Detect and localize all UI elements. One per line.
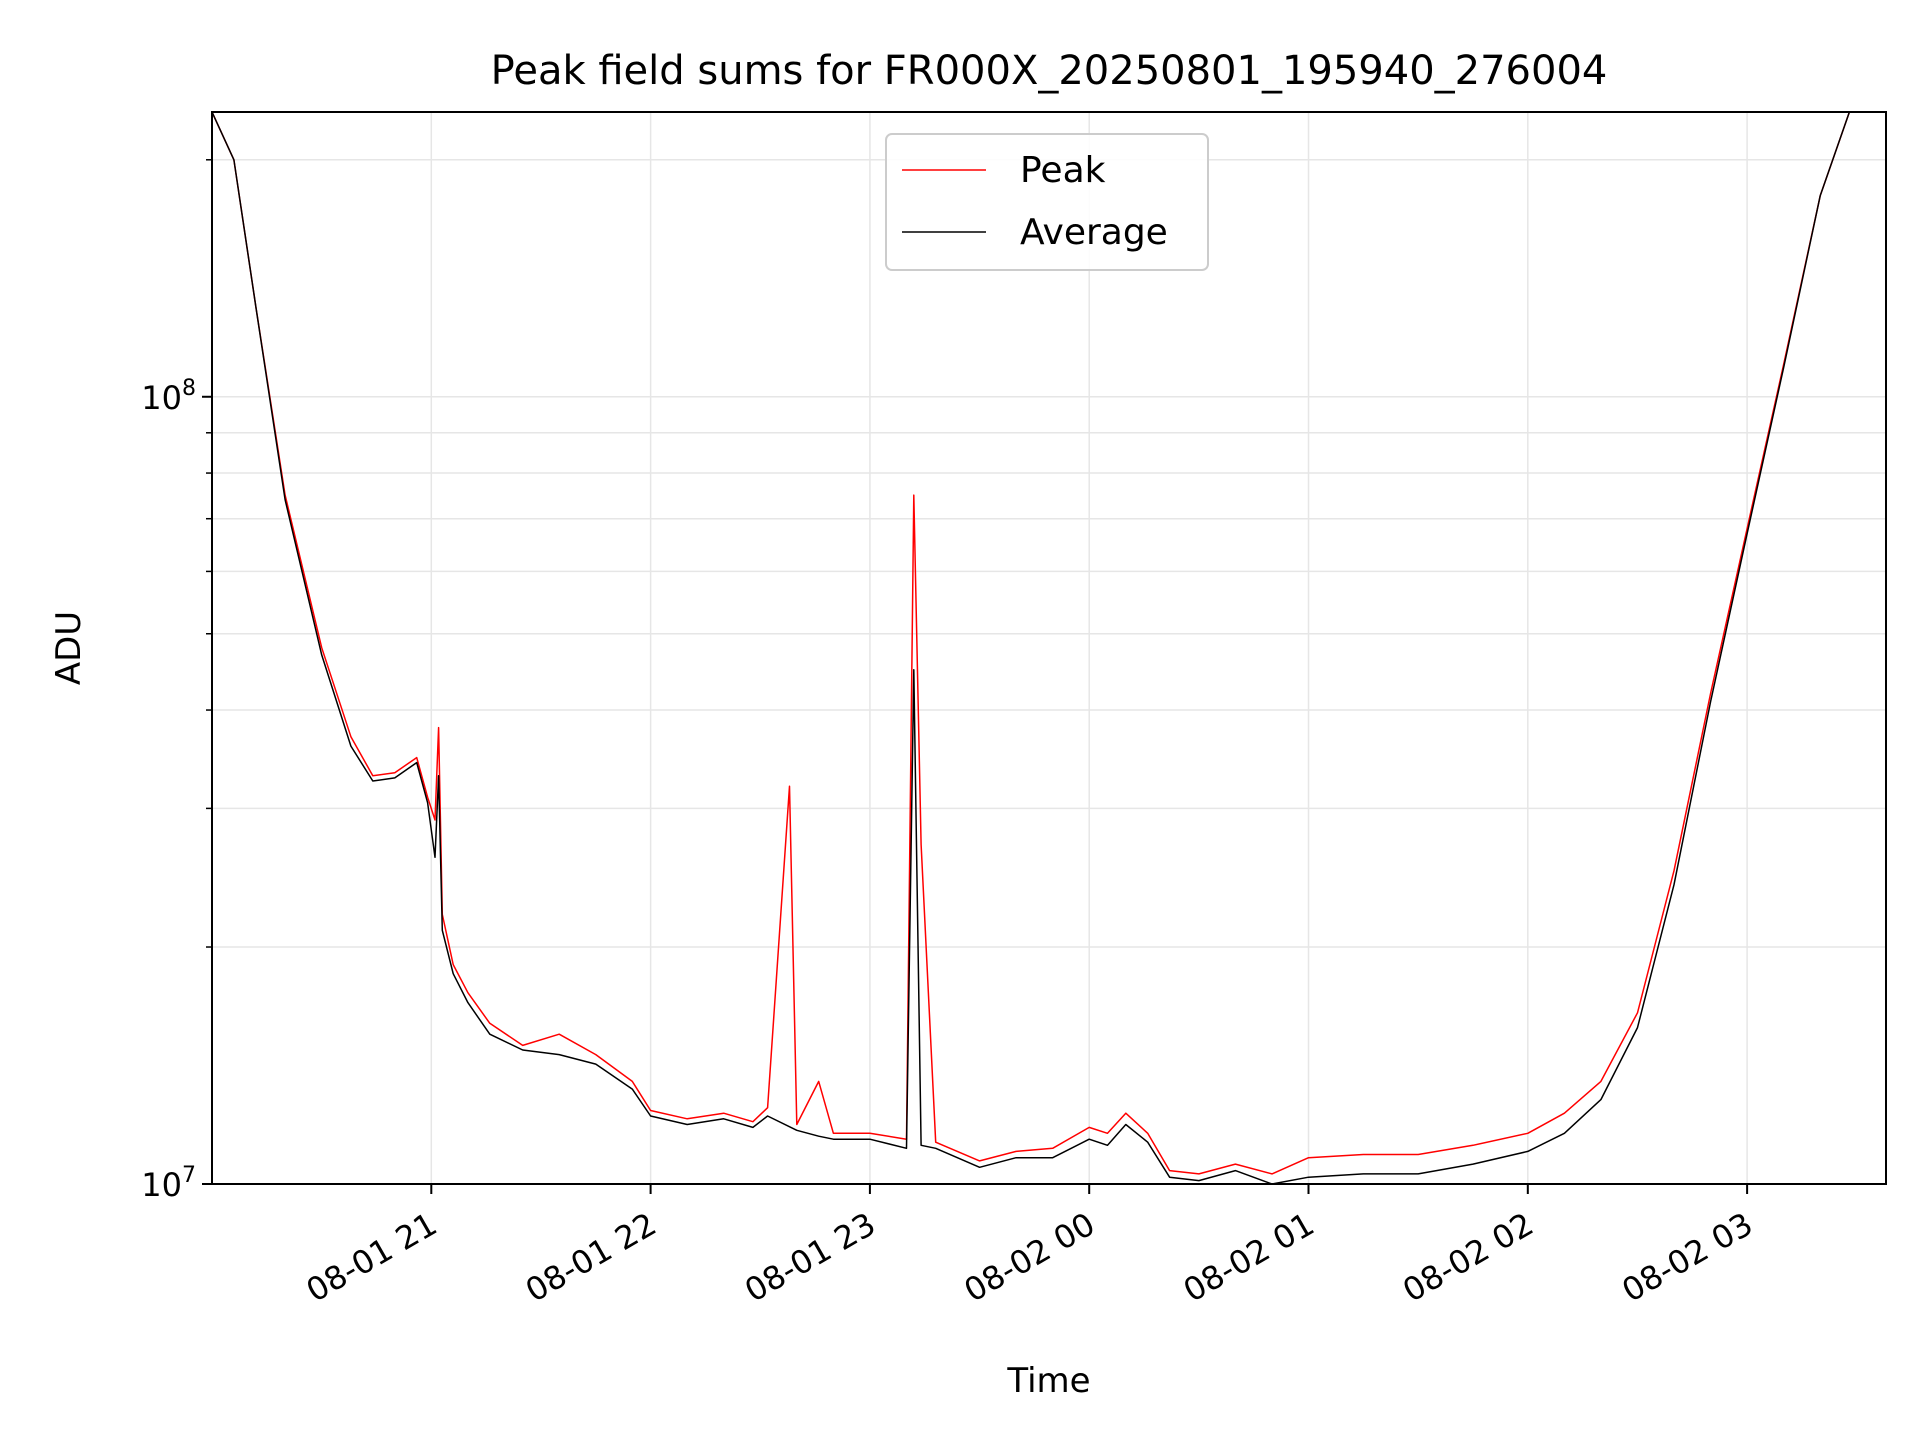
legend: Peak Average [885, 133, 1209, 271]
chart-title: Peak field sums for FR000X_20250801_1959… [491, 48, 1608, 94]
series-layer [212, 112, 1886, 1184]
y-tick-label: 108 [141, 376, 196, 417]
y-tick-label: 107 [141, 1163, 196, 1204]
plot-frame [211, 111, 1887, 1185]
legend-label-peak: Peak [1020, 150, 1106, 191]
y-axis-label: ADU [49, 611, 89, 685]
y-tick-label-base: 10 [141, 1166, 182, 1204]
series-line-average [212, 112, 1886, 1184]
y-tick-label-base: 10 [141, 379, 182, 417]
y-tick-label-exponent: 7 [182, 1163, 196, 1188]
legend-box [885, 133, 1209, 271]
series-line-peak [212, 112, 1886, 1175]
x-axis-label: Time [1006, 1361, 1090, 1401]
legend-label-average: Average [1020, 212, 1168, 253]
y-tick-label-exponent: 8 [182, 376, 196, 401]
